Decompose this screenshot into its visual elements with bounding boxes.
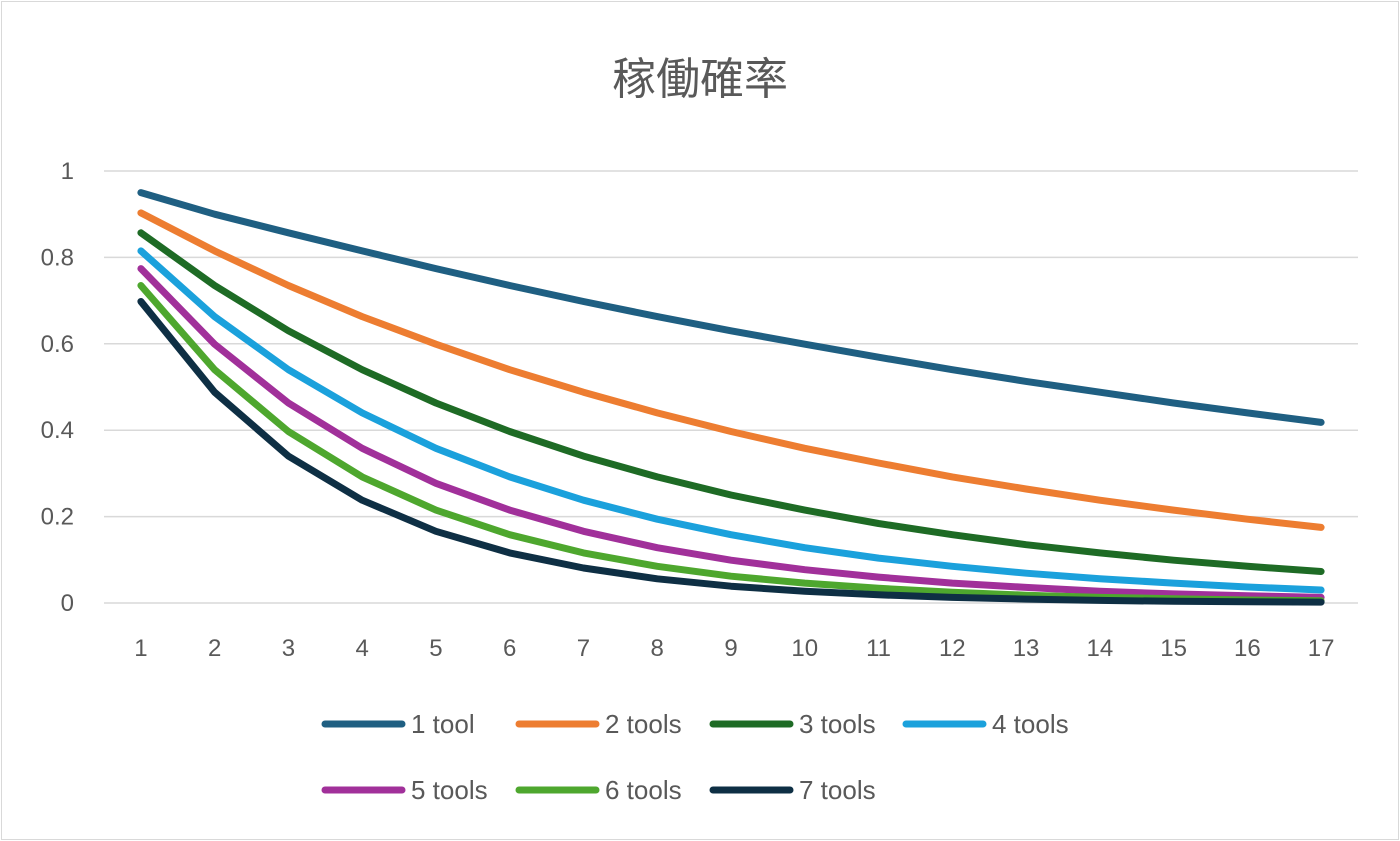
series-lines xyxy=(137,189,1325,606)
series-line-4 xyxy=(137,247,1325,594)
chart-title: 稼働確率 xyxy=(612,54,788,105)
x-axis-ticks: 1 2 3 4 5 6 7 8 9 10 11 12 13 14 15 16 17 xyxy=(134,635,1334,662)
x-tick-label: 10 xyxy=(791,635,818,662)
legend-item: 2 tools xyxy=(515,709,682,739)
y-tick-label: 1 xyxy=(61,158,74,185)
y-axis-ticks: 0 0.2 0.4 0.6 0.8 1 xyxy=(41,158,74,617)
legend-label: 4 tools xyxy=(992,709,1069,739)
legend-item: 4 tools xyxy=(902,709,1069,739)
legend: 1 tool 2 tools 3 tools 4 tools 5 tools 6 tool… xyxy=(321,709,1069,805)
legend-label: 5 tools xyxy=(411,775,488,805)
legend-label: 2 tools xyxy=(605,709,682,739)
x-tick-label: 6 xyxy=(503,635,516,662)
x-tick-label: 16 xyxy=(1234,635,1261,662)
x-tick-label: 12 xyxy=(939,635,966,662)
x-tick-label: 13 xyxy=(1013,635,1040,662)
x-tick-label: 17 xyxy=(1308,635,1335,662)
series-line-7 xyxy=(137,298,1325,606)
legend-item: 5 tools xyxy=(321,775,488,805)
legend-label: 6 tools xyxy=(605,775,682,805)
x-tick-label: 2 xyxy=(208,635,221,662)
y-tick-label: 0.6 xyxy=(41,331,74,358)
y-tick-label: 0.4 xyxy=(41,417,74,444)
x-tick-label: 14 xyxy=(1086,635,1113,662)
x-tick-label: 11 xyxy=(866,635,891,662)
x-tick-label: 1 xyxy=(134,635,147,662)
x-tick-label: 5 xyxy=(429,635,442,662)
x-tick-label: 8 xyxy=(651,635,664,662)
x-tick-label: 4 xyxy=(355,635,368,662)
y-tick-label: 0.2 xyxy=(41,504,74,531)
x-tick-label: 15 xyxy=(1160,635,1187,662)
series-line-3 xyxy=(137,229,1325,575)
y-tick-label: 0.8 xyxy=(41,244,74,271)
legend-label: 1 tool xyxy=(411,709,475,739)
legend-item: 1 tool xyxy=(321,709,475,739)
legend-label: 7 tools xyxy=(799,775,876,805)
series-line-1 xyxy=(137,189,1325,426)
legend-label: 3 tools xyxy=(799,709,876,739)
legend-item: 3 tools xyxy=(709,709,876,739)
x-tick-label: 3 xyxy=(282,635,295,662)
legend-item: 7 tools xyxy=(709,775,876,805)
x-tick-label: 9 xyxy=(724,635,737,662)
legend-item: 6 tools xyxy=(515,775,682,805)
series-line-2 xyxy=(137,209,1325,531)
x-tick-label: 7 xyxy=(577,635,590,662)
y-tick-label: 0 xyxy=(61,590,74,617)
series-line-5 xyxy=(137,265,1325,601)
